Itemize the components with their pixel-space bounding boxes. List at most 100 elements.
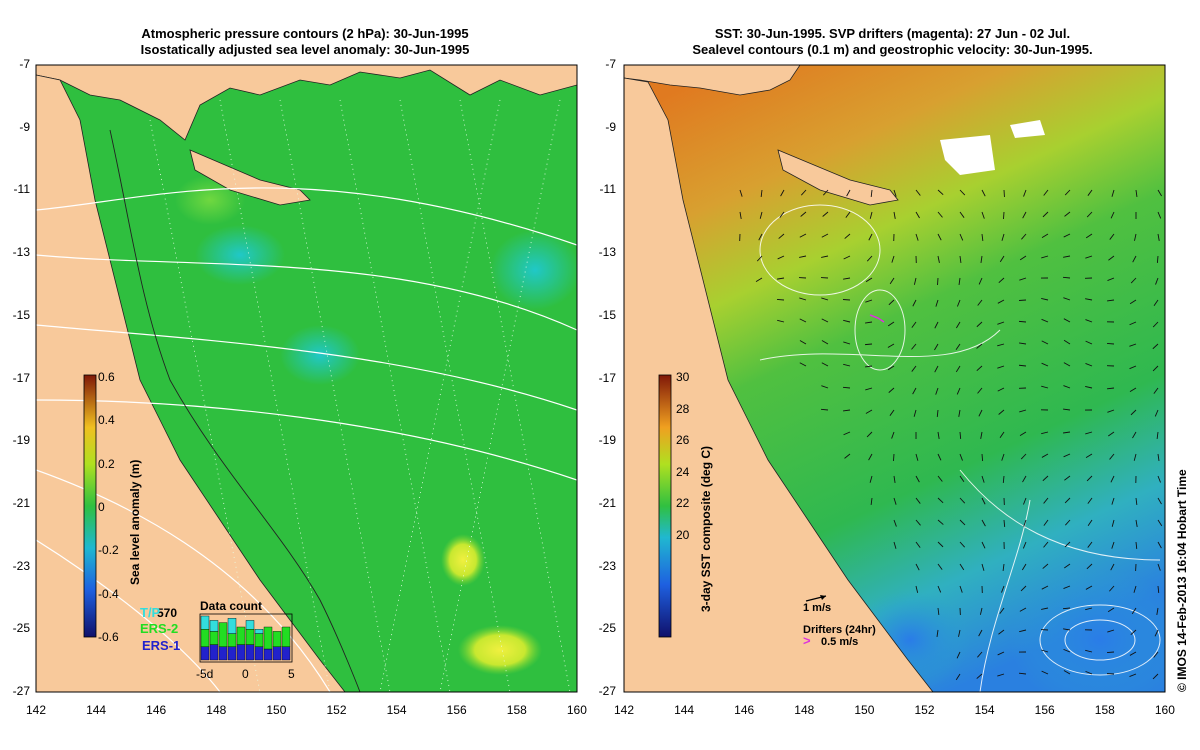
histogram-bar-ers2 — [281, 626, 291, 647]
velocity-vector — [755, 277, 763, 283]
velocity-vector — [1157, 541, 1162, 549]
velocity-vector — [1106, 387, 1115, 390]
velocity-vector — [893, 497, 897, 505]
histogram-bar-tp — [254, 629, 264, 634]
velocity-vector — [956, 651, 961, 659]
x-tick-label: 154 — [386, 703, 407, 717]
velocity-vector — [1042, 475, 1049, 482]
velocity-vector — [959, 211, 965, 218]
velocity-vector — [934, 321, 939, 329]
velocity-vector — [998, 629, 1005, 635]
sst-colorbar-tick: 20 — [676, 527, 690, 542]
velocity-vector — [893, 211, 896, 219]
tpx-label: T/P — [140, 605, 161, 620]
velocity-vector — [1132, 255, 1137, 263]
velocity-vector — [780, 189, 785, 197]
velocity-vector — [976, 343, 983, 349]
velocity-vector — [1062, 607, 1071, 610]
velocity-vector — [1157, 189, 1162, 197]
velocity-vector — [956, 321, 961, 329]
velocity-vector — [1064, 475, 1071, 481]
velocity-vector — [981, 453, 984, 462]
velocity-vector — [1087, 497, 1093, 504]
velocity-vector — [1063, 628, 1071, 631]
velocity-vector — [1041, 431, 1049, 435]
sla-low-anomaly — [490, 230, 577, 310]
velocity-vector — [893, 541, 897, 549]
histogram-xlabel-start: -5d — [196, 667, 213, 681]
velocity-vector — [776, 299, 785, 301]
velocity-vector — [843, 277, 851, 280]
left-map: Sea level anomaly (m) 570 T/P ERS-2 ERS-… — [35, 64, 578, 693]
velocity-vector — [913, 277, 917, 285]
x-tick-label: 160 — [566, 703, 587, 717]
velocity-vector — [937, 453, 942, 461]
right-title-line2: Sealevel contours (0.1 m) and geostrophi… — [692, 42, 1093, 57]
velocity-vector — [1111, 189, 1115, 197]
velocity-vector — [1085, 233, 1093, 239]
velocity-vector — [799, 318, 807, 323]
altimeter-tracks — [149, 99, 571, 692]
velocity-vector — [1152, 365, 1159, 372]
bathymetry-contour — [109, 129, 361, 692]
velocity-vector — [843, 431, 851, 436]
velocity-vector — [1154, 629, 1159, 637]
velocity-vector — [1107, 607, 1115, 613]
velocity-vector — [981, 519, 986, 527]
velocity-vector — [958, 629, 961, 637]
velocity-vector — [1108, 255, 1115, 261]
velocity-vector — [981, 475, 985, 483]
velocity-vector — [915, 497, 921, 504]
y-tick-label: -13 — [12, 245, 30, 260]
velocity-vector — [1085, 453, 1093, 459]
velocity-vector — [1041, 385, 1049, 389]
velocity-vector — [739, 189, 743, 197]
velocity-vector — [865, 321, 873, 324]
sla-positive-anomaly — [458, 625, 542, 675]
velocity-vector — [959, 497, 966, 504]
drifters-label: Drifters (24hr) — [803, 624, 876, 636]
velocity-vector — [1018, 364, 1027, 367]
velocity-vector — [1086, 563, 1093, 570]
velocity-vector — [1129, 651, 1137, 656]
velocity-vector — [1129, 387, 1137, 392]
velocity-vector — [1106, 342, 1115, 345]
velocity-vector — [1107, 299, 1115, 302]
velocity-vector — [777, 319, 785, 323]
velocity-vector — [870, 189, 873, 198]
histogram-xlabel-mid: 0 — [242, 667, 249, 681]
velocity-vector — [1156, 607, 1159, 615]
velocity-vector — [1041, 607, 1049, 610]
velocity-vector — [891, 431, 895, 439]
y-tick-label: -9 — [605, 119, 616, 134]
velocity-vector — [1064, 541, 1071, 548]
velocity-vector — [997, 321, 1005, 325]
sla-colorbar-tick: -0.6 — [98, 629, 119, 644]
velocity-vector — [1152, 343, 1159, 350]
velocity-vector — [1002, 475, 1005, 484]
histogram-frame — [199, 613, 293, 663]
velocity-vector — [1019, 409, 1027, 413]
velocity-vector — [1063, 255, 1071, 258]
velocity-vector — [1041, 453, 1049, 458]
velocity-vector — [937, 211, 943, 218]
velocity-vector — [1041, 362, 1049, 367]
velocity-vector — [1133, 585, 1137, 593]
velocity-vector — [1107, 629, 1115, 633]
velocity-vector — [915, 475, 920, 483]
velocity-vector — [1130, 629, 1137, 636]
velocity-vector — [999, 255, 1005, 263]
velocity-vector — [844, 233, 851, 239]
velocity-vector — [893, 475, 896, 483]
velocity-vector — [1019, 342, 1027, 345]
velocity-vector — [1041, 340, 1049, 345]
y-tick-label: -7 — [19, 57, 30, 71]
velocity-vector — [955, 343, 961, 351]
sla-colorbar-tick: 0 — [98, 499, 105, 514]
velocity-vector — [1043, 497, 1049, 504]
credit: © IMOS 14-Feb-2013 16:04 Hobart Time — [1175, 469, 1189, 692]
velocity-vector — [1041, 255, 1049, 259]
velocity-vector — [1129, 365, 1137, 370]
velocity-vector — [1108, 431, 1115, 437]
